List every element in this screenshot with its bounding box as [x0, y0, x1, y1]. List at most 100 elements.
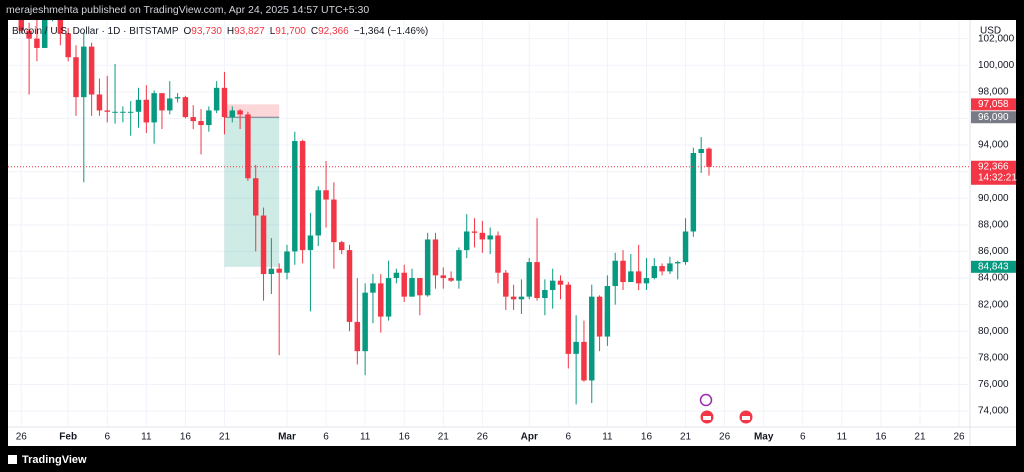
candle-body — [292, 141, 298, 252]
candle-body — [643, 278, 650, 284]
axes: 74,000 76,000 78,000 80,000 82,000 84,000 86,0… — [16, 33, 1018, 442]
candle-body — [73, 57, 79, 98]
candle-body — [81, 46, 87, 98]
candle-body — [503, 272, 509, 297]
candle-body — [682, 231, 689, 263]
candle-body — [479, 232, 486, 240]
y-tick-label: 76,000 — [978, 379, 1009, 390]
candle-body — [151, 93, 157, 123]
x-tick-label: 16 — [399, 432, 411, 443]
price-tag-label: 97,058 — [978, 99, 1009, 110]
candle-body — [565, 284, 572, 354]
candle-body — [510, 296, 517, 300]
candle-body — [190, 117, 196, 122]
publisher: merajeshmehta published on TradingView.c… — [6, 4, 369, 16]
brand-name: TradingView — [22, 454, 87, 466]
price-tag — [971, 260, 1016, 273]
candle-body — [127, 111, 134, 113]
symbol: Bitcoin / U.S. Dollar · 1D · BITSTAMP — [12, 26, 179, 37]
candle-body — [706, 148, 712, 167]
candle-body — [213, 87, 220, 111]
candle-body — [417, 278, 423, 296]
x-tick-label: 6 — [566, 432, 572, 443]
ohlc-part: 93,827 — [234, 26, 265, 37]
candle-body — [260, 215, 267, 275]
candle-body — [471, 231, 478, 233]
candle-body — [221, 87, 228, 118]
candle-body — [674, 262, 681, 264]
candle-body — [315, 190, 321, 236]
y-tick-label: 80,000 — [978, 326, 1009, 337]
candle-body — [463, 231, 470, 251]
price-tag — [971, 98, 1016, 111]
candle-body — [41, 20, 48, 48]
candle-body — [174, 97, 181, 99]
ohlc-part: O — [184, 26, 192, 37]
ohlc-part: L — [270, 26, 276, 37]
candle-body — [96, 94, 103, 111]
candle-body — [57, 20, 64, 34]
ohlc-part: 93,730 — [191, 26, 222, 37]
candle-body — [698, 149, 704, 154]
candle-body — [299, 141, 306, 251]
x-tick-label: 11 — [837, 432, 848, 443]
candle-body — [385, 278, 392, 317]
price-tag-label: 92,366 — [978, 161, 1009, 172]
candle-body — [432, 239, 439, 276]
candle-body — [612, 260, 618, 287]
candle-body — [526, 262, 532, 297]
candle-body — [456, 250, 462, 281]
candle-body — [542, 290, 548, 298]
y-tick-label: 84,000 — [978, 273, 1009, 284]
target-zone — [224, 117, 280, 267]
y-tick-label: 86,000 — [978, 246, 1009, 257]
candle-body — [393, 272, 400, 279]
candle-body — [268, 268, 275, 275]
candle-body — [401, 272, 407, 297]
price-tag-label: 96,090 — [978, 112, 1009, 123]
candle-body — [198, 121, 204, 126]
x-tick-label: 6 — [323, 432, 329, 443]
candle-body — [65, 33, 71, 58]
candle-body — [589, 296, 595, 381]
y-tick-label: 74,000 — [978, 406, 1009, 417]
candle-body — [237, 110, 243, 115]
flag — [742, 416, 750, 420]
x-tick-label: 21 — [438, 432, 450, 443]
candle-body — [620, 260, 626, 283]
y-tick-label: 98,000 — [978, 86, 1009, 97]
candle-body — [182, 97, 189, 118]
x-tick-label: May — [754, 432, 774, 443]
candle-body — [690, 153, 697, 232]
price-tag — [971, 111, 1016, 124]
candle-body — [112, 111, 118, 113]
candle-body — [338, 242, 345, 251]
candle-body — [667, 263, 673, 272]
y-tick-label: 82,000 — [978, 299, 1009, 310]
candle-body — [135, 99, 142, 112]
countdown: 14:32:21 — [978, 172, 1017, 183]
candle-body — [206, 110, 212, 126]
ohlc: O93,730 H93,827 L91,700 C92,366 −1,364 (−1.4… — [184, 26, 429, 37]
candle-body — [487, 235, 493, 240]
ohlc-part: H — [227, 26, 234, 37]
candle-body — [229, 110, 236, 118]
candle-body — [635, 271, 642, 284]
candle-body — [651, 266, 658, 279]
candle-body — [448, 278, 454, 281]
candle-body — [534, 262, 540, 298]
x-tick-label: 26 — [477, 432, 489, 443]
x-tick-label: Apr — [521, 432, 538, 443]
candle-body — [424, 239, 431, 296]
candle-body — [26, 30, 32, 39]
x-tick-label: 11 — [360, 432, 371, 443]
candle-body — [159, 93, 165, 111]
candle-body — [354, 321, 361, 352]
y-tick-label: 90,000 — [978, 193, 1009, 204]
chart-area — [8, 20, 1016, 446]
candle-body — [323, 190, 329, 200]
y-tick-label: 102,000 — [978, 33, 1015, 44]
candle-body — [378, 283, 384, 317]
x-tick-label: Feb — [59, 432, 77, 443]
candle-body — [346, 250, 353, 322]
